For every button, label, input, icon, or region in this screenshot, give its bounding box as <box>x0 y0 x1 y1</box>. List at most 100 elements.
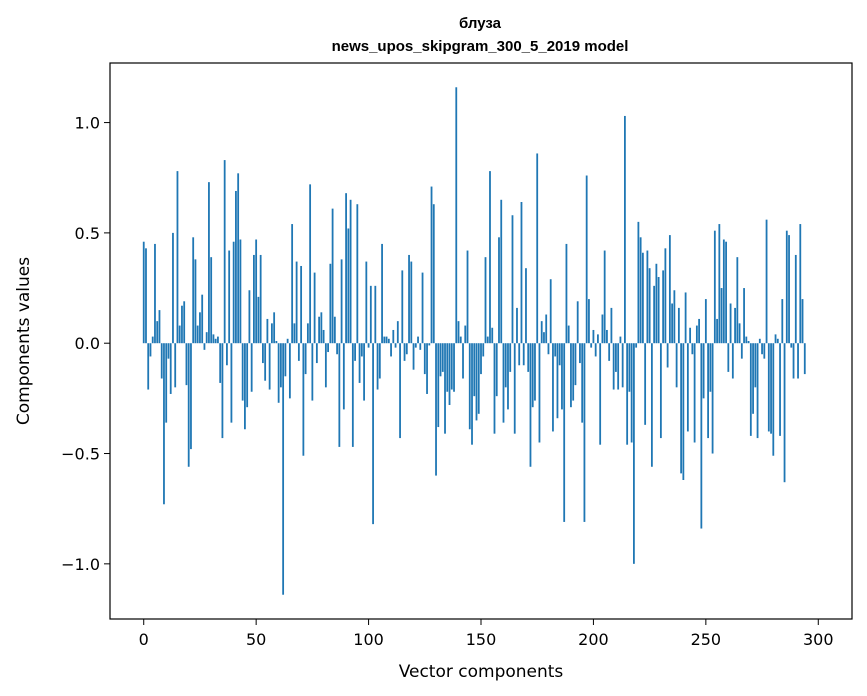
bar <box>232 241 235 344</box>
bar <box>545 314 548 344</box>
bar <box>486 336 489 344</box>
bar <box>311 343 314 401</box>
bar <box>192 237 195 344</box>
bar <box>246 343 249 408</box>
bar <box>776 338 779 344</box>
x-tick-label: 0 <box>139 630 149 649</box>
bar <box>300 265 303 344</box>
bar <box>644 343 647 425</box>
bar <box>358 343 361 383</box>
bar <box>626 343 629 445</box>
bar <box>279 343 282 388</box>
bar <box>518 343 521 366</box>
bar <box>641 252 644 344</box>
bar <box>713 230 716 344</box>
bar <box>208 182 210 344</box>
bar <box>421 272 424 344</box>
x-axis-ticks: 0 50 100 150 200 250 300 <box>139 619 834 649</box>
bar <box>493 343 496 434</box>
bar <box>291 224 294 344</box>
bar <box>547 343 550 355</box>
bar <box>145 248 147 344</box>
bar <box>410 261 413 344</box>
bar <box>677 307 680 344</box>
bar <box>635 343 638 348</box>
bar <box>788 235 790 344</box>
bar <box>536 153 539 344</box>
bar <box>333 316 336 344</box>
bar <box>790 343 793 348</box>
bar <box>367 343 370 348</box>
bar <box>686 343 689 432</box>
bar <box>293 323 296 344</box>
bar <box>253 254 255 344</box>
bar <box>693 343 696 443</box>
bar <box>720 288 723 344</box>
bar <box>556 343 559 419</box>
bar <box>700 343 703 529</box>
bar <box>338 343 341 447</box>
bar <box>412 343 415 370</box>
bar <box>401 270 404 344</box>
bar <box>740 343 743 359</box>
bar <box>794 254 797 344</box>
bar <box>295 261 298 344</box>
bar <box>453 343 455 392</box>
bar <box>466 250 469 344</box>
bar <box>268 343 271 390</box>
bar <box>668 235 671 344</box>
bar <box>619 336 622 344</box>
bar <box>525 268 527 344</box>
bar <box>385 336 388 344</box>
bar <box>734 307 736 344</box>
bar <box>718 224 721 344</box>
bar <box>671 303 674 344</box>
bar <box>785 230 788 344</box>
y-tick-label: 0.5 <box>75 224 100 243</box>
bar <box>549 279 552 344</box>
bar <box>313 272 316 344</box>
bar <box>531 343 534 408</box>
x-tick-label: 100 <box>353 630 384 649</box>
bar <box>244 343 246 430</box>
bar <box>250 343 253 392</box>
bar <box>248 290 251 344</box>
bar <box>302 343 305 456</box>
bar <box>599 343 602 445</box>
x-axis-label: Vector components <box>399 662 564 682</box>
bar <box>511 215 514 344</box>
bar <box>331 208 334 344</box>
bar <box>378 343 381 379</box>
bar <box>387 338 390 344</box>
bar <box>217 336 219 344</box>
bar <box>507 343 509 410</box>
bar <box>606 329 608 344</box>
x-tick-label: 300 <box>803 630 834 649</box>
bar <box>781 299 784 344</box>
bar <box>448 343 451 405</box>
bar <box>221 343 224 439</box>
bar <box>142 241 145 344</box>
x-tick-label: 150 <box>466 630 497 649</box>
bar <box>185 343 188 386</box>
bar <box>360 343 363 357</box>
bar <box>563 343 566 522</box>
bar <box>183 301 186 344</box>
bar <box>428 343 431 346</box>
bar <box>664 248 667 344</box>
bar <box>603 250 606 344</box>
bar <box>583 343 586 522</box>
bar <box>682 343 685 480</box>
bar <box>680 343 683 474</box>
bar <box>637 221 640 344</box>
bar <box>315 343 318 364</box>
bar <box>570 343 572 408</box>
x-tick-label: 50 <box>246 630 266 649</box>
bar <box>752 343 754 414</box>
bar <box>340 259 343 344</box>
bar <box>446 343 449 392</box>
bar <box>576 301 579 344</box>
bar <box>673 290 676 344</box>
bar <box>320 312 323 344</box>
bar <box>259 254 262 344</box>
